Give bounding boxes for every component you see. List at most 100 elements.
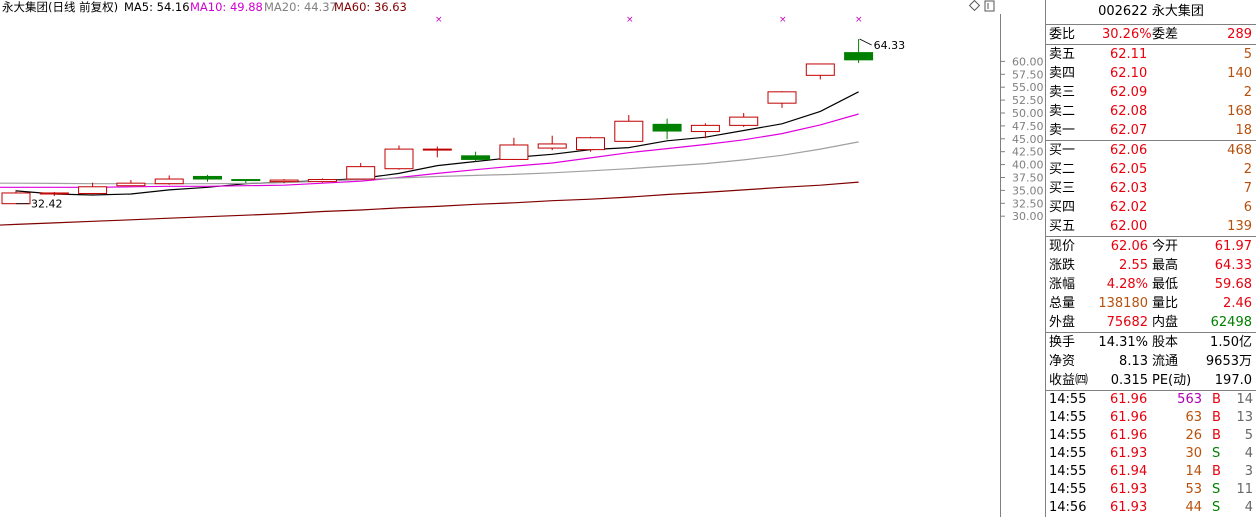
y-tick-label: 55.00 [1012,81,1044,94]
chart-title: 永大集团(日线 前复权) [2,0,118,14]
candle[interactable] [729,112,759,127]
kline-chart[interactable]: 永大集团(日线 前复权) MA5: 54.16 MA10: 49.88 MA20… [0,0,1045,517]
candle[interactable] [269,179,299,184]
candle[interactable] [614,115,644,142]
y-tick-label: 47.50 [1012,120,1044,133]
fundamental-label: PE(动) [1152,373,1192,388]
ask-row: 卖二 62.08 168 [1046,102,1256,121]
ask-label: 卖三 [1049,85,1076,100]
fundamental-value: 0.315 [1110,373,1148,388]
candle[interactable] [690,123,720,139]
candle[interactable] [193,174,222,182]
stat-label: 涨跌 [1049,258,1076,273]
fundamental-label: 股本 [1152,335,1179,350]
candle-body [39,192,69,195]
trade-count: 4 [1244,500,1253,515]
candle[interactable] [422,146,452,158]
high-arrow [859,38,872,46]
candle[interactable] [461,151,491,162]
bid-price: 62.02 [1110,200,1148,215]
marker-x-icon: × [435,15,443,25]
ask-price: 62.09 [1110,85,1148,100]
candle[interactable] [805,63,835,80]
trade-side: B [1212,392,1221,407]
ask-volume: 18 [1235,123,1252,138]
fundamental-row: 净资 8.13 流通 9653万 [1046,352,1256,371]
stat-label: 内盘 [1152,315,1179,330]
candle[interactable] [78,182,108,196]
stat-row: 现价 62.06 今开 61.97 [1046,237,1256,256]
ma20-label: MA20: 44.37 [264,0,337,14]
stat-value: 75682 [1106,315,1148,330]
bid-row: 买一 62.06 468 [1046,141,1256,160]
candle-body [422,148,452,151]
stat-value: 2.55 [1119,258,1148,273]
trade-side: B [1212,428,1221,443]
candle-body [307,179,337,183]
ask-label: 卖一 [1049,123,1076,138]
candle[interactable] [499,137,529,160]
weibi-label: 委比 [1049,27,1076,42]
trade-volume: 14 [1185,464,1202,479]
candle[interactable] [767,91,797,108]
trade-side: S [1212,482,1221,497]
ma5-label: MA5: 54.16 [124,0,190,14]
trade-count: 5 [1244,428,1253,443]
stat-row: 涨跌 2.55 最高 64.33 [1046,256,1256,275]
bid-price: 62.06 [1110,143,1148,158]
stat-row: 总量 138180 量比 2.46 [1046,294,1256,313]
ma5-line [15,91,859,196]
candle[interactable] [154,175,184,185]
fundamental-label: 换手 [1049,335,1076,350]
candle[interactable] [652,118,682,140]
candle[interactable] [844,39,874,64]
marker-x-icon: × [779,15,787,25]
fundamental-value: 14.31% [1098,335,1148,350]
trade-time: 14:55 [1049,482,1087,497]
bid-label: 买二 [1049,162,1076,177]
bid-row: 买五 62.00 139 [1046,217,1256,236]
candle-body [844,52,874,61]
candle[interactable] [384,145,414,170]
diamond-icon[interactable] [968,0,981,12]
low-label: 32.42 [31,198,63,211]
candle[interactable] [116,180,146,187]
candle-body [78,186,108,194]
candle[interactable] [231,179,261,184]
bid-volume: 139 [1227,219,1252,234]
trade-row: 14:55 61.94 14 B 3 [1046,463,1256,481]
candle[interactable] [39,191,69,197]
marker-x-icon: × [855,15,863,25]
trade-count: 14 [1236,392,1253,407]
candle-body [652,123,682,132]
fundamental-value: 8.13 [1119,354,1148,369]
window-restore-icon[interactable] [984,0,995,12]
trade-volume: 44 [1185,500,1202,515]
bid-volume: 2 [1243,162,1252,177]
bid-label: 买三 [1049,181,1076,196]
trade-time: 14:55 [1049,464,1087,479]
ask-volume: 2 [1243,85,1252,100]
ma60-line [0,181,859,226]
bid-price: 62.05 [1110,162,1148,177]
candle[interactable] [537,135,567,151]
stock-title: 002622 永大集团 [1098,4,1204,19]
y-tick-label: 40.00 [1012,159,1044,172]
trade-side: B [1212,464,1221,479]
y-tick-label: 60.00 [1012,55,1044,68]
fundamental-label: 净资 [1049,354,1076,369]
candle-body [231,179,261,182]
bid-volume: 7 [1243,181,1252,196]
candle[interactable] [307,178,337,183]
fundamental-label: 流通 [1152,354,1179,369]
quote-panel: 002622 永大集团 委比 30.26% 委差 289 卖五 62.11 5 卖四 6… [1045,0,1256,517]
candle[interactable] [576,136,605,152]
stat-value: 59.68 [1214,277,1252,292]
stat-label: 今开 [1152,239,1179,254]
bid-label: 买一 [1049,143,1076,158]
bid-row: 买四 62.02 6 [1046,198,1256,217]
candle[interactable] [346,163,376,180]
y-tick-label: 45.00 [1012,133,1044,146]
candle-body [1,192,31,205]
ask-price: 62.11 [1110,47,1148,62]
